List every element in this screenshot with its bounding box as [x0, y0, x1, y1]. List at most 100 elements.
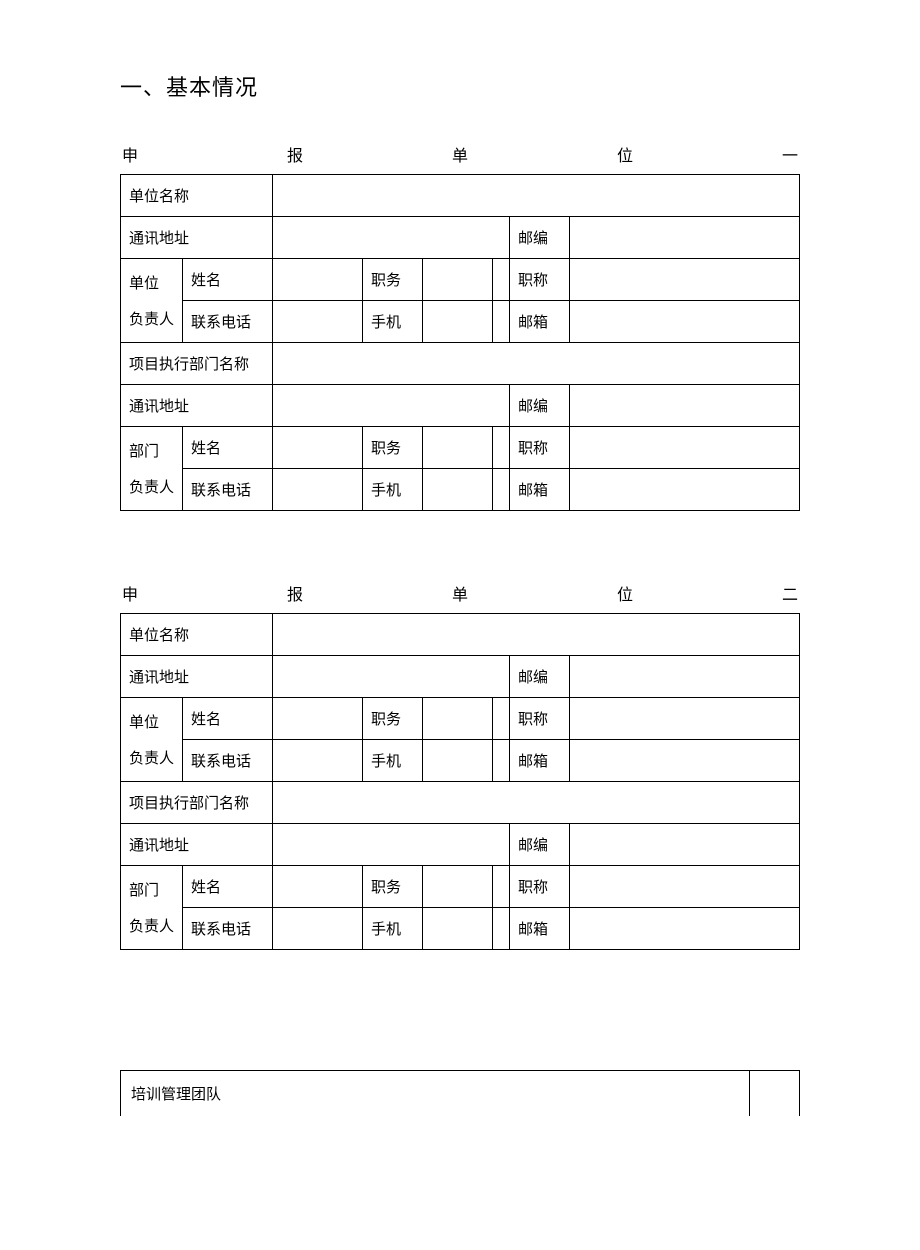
table-row: 通讯地址 邮编 — [121, 385, 800, 427]
header-char: 位 — [617, 581, 633, 605]
phone-label: 联系电话 — [183, 301, 273, 343]
phone-label-2: 联系电话 — [183, 469, 273, 511]
section-title: 一、基本情况 — [120, 70, 800, 102]
leader-line2: 负责人 — [129, 312, 174, 328]
address-label-2: 通讯地址 — [121, 385, 273, 427]
mobile-value — [423, 301, 493, 343]
email-value — [570, 740, 800, 782]
header-char: 一 — [782, 142, 798, 166]
name-label-2: 姓名 — [183, 427, 273, 469]
email-label: 邮箱 — [510, 301, 570, 343]
email-label-2: 邮箱 — [510, 908, 570, 950]
dept-name-value — [273, 782, 800, 824]
unit-name-label: 单位名称 — [121, 175, 273, 217]
postcode-label: 邮编 — [510, 656, 570, 698]
position-label: 职务 — [363, 259, 423, 301]
training-team-label: 培训管理团队 — [121, 1071, 750, 1117]
dept-name-value — [273, 343, 800, 385]
name-value — [273, 259, 363, 301]
postcode-value — [570, 217, 800, 259]
position-label-2: 职务 — [363, 866, 423, 908]
table-row: 部门 负责人 姓名 职务 职称 — [121, 427, 800, 469]
name-value — [273, 698, 363, 740]
mobile-value — [423, 740, 493, 782]
title-value-2 — [570, 427, 800, 469]
form-table-unit-1: 单位名称 通讯地址 邮编 单位 负责人 姓名 职务 职称 联系电话 手机 邮箱 … — [120, 174, 800, 511]
position-label-2: 职务 — [363, 427, 423, 469]
spacer — [493, 259, 510, 301]
name-label: 姓名 — [183, 698, 273, 740]
mobile-label: 手机 — [363, 740, 423, 782]
table-row: 单位名称 — [121, 614, 800, 656]
dept-leader-line2: 负责人 — [129, 919, 174, 935]
phone-value — [273, 740, 363, 782]
mobile-label: 手机 — [363, 301, 423, 343]
unit-name-value — [273, 175, 800, 217]
spacer — [493, 427, 510, 469]
address-value — [273, 217, 510, 259]
form-table-unit-2: 单位名称 通讯地址 邮编 单位 负责人 姓名 职务 职称 联系电话 手机 邮箱 … — [120, 613, 800, 950]
header-char: 申 — [122, 142, 138, 166]
table-row: 单位 负责人 姓名 职务 职称 — [121, 698, 800, 740]
spacer — [493, 698, 510, 740]
table-row: 联系电话 手机 邮箱 — [121, 301, 800, 343]
table-row: 联系电话 手机 邮箱 — [121, 740, 800, 782]
position-label: 职务 — [363, 698, 423, 740]
mobile-label-2: 手机 — [363, 469, 423, 511]
title-label-2: 职称 — [510, 866, 570, 908]
email-label: 邮箱 — [510, 740, 570, 782]
leader-line1: 单位 — [129, 715, 159, 731]
table-row: 联系电话 手机 邮箱 — [121, 908, 800, 950]
mobile-value-2 — [423, 469, 493, 511]
table-row: 培训管理团队 — [121, 1071, 800, 1117]
header-char: 单 — [452, 581, 468, 605]
position-value — [423, 698, 493, 740]
unit-header-2: 申 报 单 位 二 — [120, 581, 800, 613]
unit-name-label: 单位名称 — [121, 614, 273, 656]
table-row: 项目执行部门名称 — [121, 782, 800, 824]
header-char: 二 — [782, 581, 798, 605]
header-char: 报 — [287, 581, 303, 605]
address-label-2: 通讯地址 — [121, 824, 273, 866]
dept-leader-label: 部门 负责人 — [121, 866, 183, 950]
title-label: 职称 — [510, 259, 570, 301]
header-char: 报 — [287, 142, 303, 166]
title-label-2: 职称 — [510, 427, 570, 469]
spacer — [493, 866, 510, 908]
bottom-table: 培训管理团队 — [120, 1070, 800, 1116]
postcode-label-2: 邮编 — [510, 385, 570, 427]
table-row: 单位 负责人 姓名 职务 职称 — [121, 259, 800, 301]
header-char: 位 — [617, 142, 633, 166]
mobile-label-2: 手机 — [363, 908, 423, 950]
email-label-2: 邮箱 — [510, 469, 570, 511]
mobile-value-2 — [423, 908, 493, 950]
phone-value — [273, 301, 363, 343]
title-value-2 — [570, 866, 800, 908]
title-value — [570, 698, 800, 740]
table-row: 通讯地址 邮编 — [121, 217, 800, 259]
postcode-label: 邮编 — [510, 217, 570, 259]
email-value — [570, 301, 800, 343]
phone-value-2 — [273, 469, 363, 511]
table-row: 单位名称 — [121, 175, 800, 217]
unit-header-1: 申 报 单 位 一 — [120, 142, 800, 174]
name-value-2 — [273, 866, 363, 908]
header-char: 单 — [452, 142, 468, 166]
unit-name-value — [273, 614, 800, 656]
address-value — [273, 656, 510, 698]
address-label: 通讯地址 — [121, 656, 273, 698]
phone-value-2 — [273, 908, 363, 950]
spacer — [493, 469, 510, 511]
unit-leader-label: 单位 负责人 — [121, 698, 183, 782]
name-label: 姓名 — [183, 259, 273, 301]
table-row: 通讯地址 邮编 — [121, 656, 800, 698]
dept-leader-line1: 部门 — [129, 444, 159, 460]
phone-label: 联系电话 — [183, 740, 273, 782]
position-value-2 — [423, 866, 493, 908]
table-row: 通讯地址 邮编 — [121, 824, 800, 866]
title-label: 职称 — [510, 698, 570, 740]
header-char: 申 — [122, 581, 138, 605]
spacer — [493, 301, 510, 343]
leader-line2: 负责人 — [129, 751, 174, 767]
phone-label-2: 联系电话 — [183, 908, 273, 950]
